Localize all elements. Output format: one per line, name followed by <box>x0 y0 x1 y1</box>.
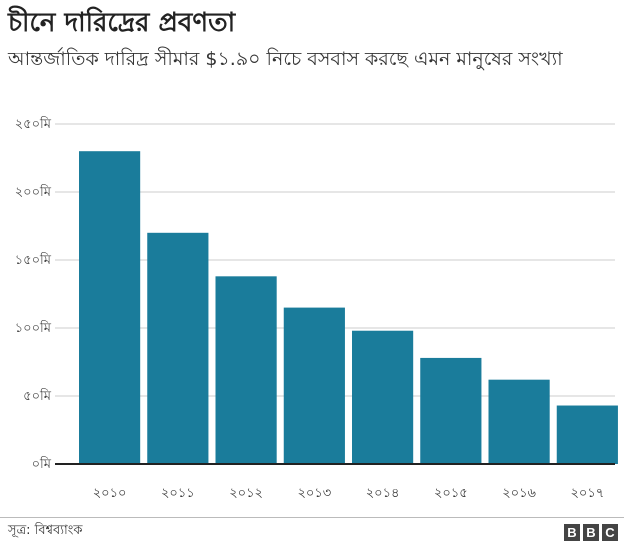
y-tick-label: ২৫০মি <box>15 116 52 132</box>
source-note: সূত্র: বিশ্বব্যাংক <box>8 523 83 538</box>
bar <box>283 307 345 464</box>
y-tick-label: ০মি <box>32 456 52 472</box>
bbc-logo-letter: B <box>564 524 580 541</box>
bar <box>147 232 209 464</box>
chart-subtitle: আন্তর্জাতিক দারিদ্র সীমার $১.৯০ নিচে বসব… <box>8 48 563 70</box>
chart-title: চীনে দারিদ্রের প্রবণতা <box>8 8 236 38</box>
x-tick-label: ২০১৭ <box>570 486 604 501</box>
y-tick-label: ৫০মি <box>23 388 52 404</box>
x-tick-label: ২০১৪ <box>366 486 400 501</box>
x-tick-label: ২০১২ <box>229 486 263 501</box>
x-tick-label: ২০১১ <box>161 486 195 501</box>
bar <box>352 330 414 464</box>
bar <box>420 357 482 464</box>
bar-chart: ০মি ৫০মি ১০০মি ১৫০মি ২০০মি ২৫০মি ২০১০ ২০১১ ২০১২ ২… <box>15 116 618 501</box>
bar <box>556 405 618 464</box>
y-tick-label: ২০০মি <box>15 184 52 200</box>
y-tick-label: ১৫০মি <box>15 252 52 268</box>
y-tick-label: ১০০মি <box>15 320 52 336</box>
x-tick-label: ২০১৩ <box>297 486 331 501</box>
bar <box>215 276 277 464</box>
x-tick-label: ২০১৬ <box>502 486 536 501</box>
bbc-logo-letter: C <box>602 524 618 541</box>
x-tick-label: ২০১৫ <box>434 486 468 501</box>
bar <box>488 379 550 464</box>
footer-divider <box>0 517 624 518</box>
bbc-logo: B B C <box>564 524 618 541</box>
bar <box>79 151 141 464</box>
bbc-logo-letter: B <box>583 524 599 541</box>
x-tick-label: ২০১০ <box>93 486 127 501</box>
